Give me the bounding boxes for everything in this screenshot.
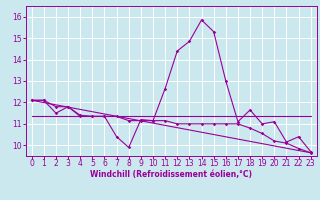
X-axis label: Windchill (Refroidissement éolien,°C): Windchill (Refroidissement éolien,°C) [90,170,252,179]
